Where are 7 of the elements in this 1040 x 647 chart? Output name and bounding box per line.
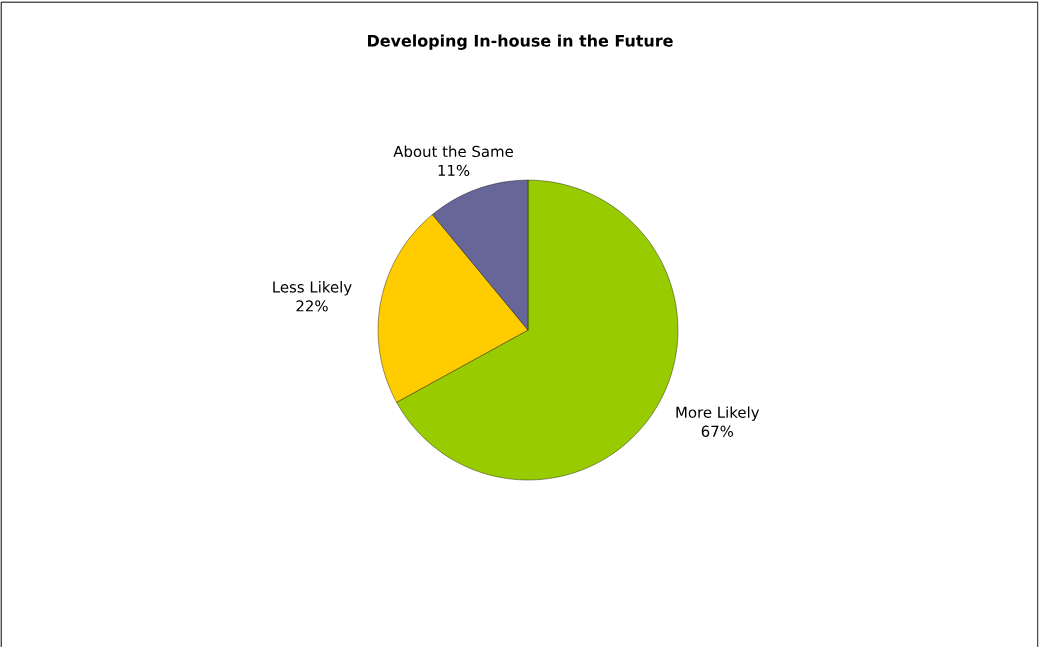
- data-label: 11%: [438, 164, 470, 176]
- data-label: 67%: [701, 425, 734, 437]
- slice-label: About the Same: [393, 145, 513, 157]
- slice-label: More Likely: [676, 406, 760, 421]
- slice-label: Less Likely: [273, 280, 352, 296]
- chart-title: Developing In-house in the Future: [368, 34, 673, 50]
- data-label: 22%: [296, 300, 328, 312]
